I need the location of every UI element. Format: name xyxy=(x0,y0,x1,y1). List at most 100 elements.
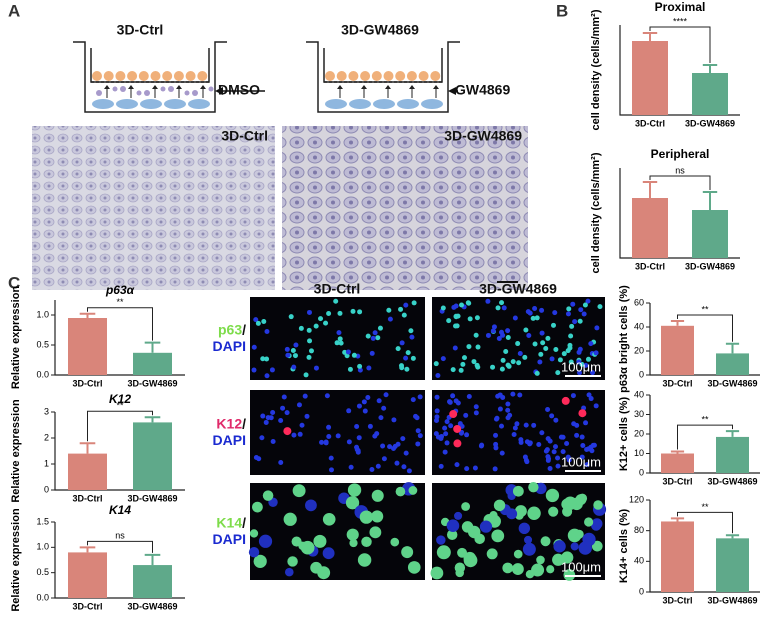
cell xyxy=(305,499,317,512)
x-tick-label: 3D-GW4869 xyxy=(685,118,735,128)
significance-bracket xyxy=(87,410,153,442)
separator: / xyxy=(242,415,246,431)
cell xyxy=(251,367,257,373)
significance-label: **** xyxy=(673,16,688,26)
cell xyxy=(585,298,591,304)
x-tick-label: 3D-Ctrl xyxy=(72,378,102,388)
cell xyxy=(347,366,353,372)
cell xyxy=(464,432,470,438)
y-tick-label: 20 xyxy=(634,428,644,438)
cell xyxy=(502,562,514,574)
y-tick-label: 120 xyxy=(629,494,644,504)
y-tick-label: 0.5 xyxy=(36,339,49,349)
y-tick-label: 0.5 xyxy=(36,567,49,577)
cell xyxy=(497,406,503,412)
cell xyxy=(555,455,561,461)
cell xyxy=(543,448,549,454)
cell xyxy=(262,490,274,501)
cell xyxy=(551,449,557,455)
cell xyxy=(399,340,405,346)
cell xyxy=(395,346,401,352)
y-tick-label: 0 xyxy=(639,467,644,477)
cell xyxy=(394,460,400,466)
cell xyxy=(323,439,329,445)
insert xyxy=(90,48,210,83)
cell xyxy=(322,512,336,526)
cell xyxy=(522,354,528,360)
cell xyxy=(565,311,571,317)
cell xyxy=(417,394,423,400)
y-tick-label: 1.0 xyxy=(36,309,49,319)
y-tick-label: 0 xyxy=(639,369,644,379)
cell xyxy=(326,424,332,430)
cell xyxy=(593,500,603,510)
cell xyxy=(369,350,375,356)
x-tick-label: 3D-Ctrl xyxy=(662,595,692,605)
panel-letter: B xyxy=(556,1,568,20)
cell xyxy=(447,399,453,405)
chart-title: K14 xyxy=(109,503,131,517)
cell xyxy=(401,312,407,318)
cell xyxy=(460,361,466,367)
cell xyxy=(263,419,269,425)
error-bar xyxy=(725,342,740,354)
cell xyxy=(290,347,296,353)
cell xyxy=(513,549,523,559)
cell xyxy=(531,563,545,577)
error-bar xyxy=(144,341,161,353)
cell xyxy=(518,522,531,535)
cell xyxy=(252,501,263,513)
cell xyxy=(325,71,335,81)
cell xyxy=(532,306,538,312)
cell xyxy=(512,315,518,321)
cell xyxy=(552,444,558,450)
y-axis-label: Relative expression xyxy=(10,399,22,503)
cell xyxy=(527,506,541,520)
cell xyxy=(434,417,440,423)
cell xyxy=(545,457,551,463)
cell xyxy=(467,316,473,322)
cell xyxy=(397,99,419,109)
cell xyxy=(366,365,372,371)
cell xyxy=(474,533,485,545)
cell xyxy=(524,439,530,445)
cell xyxy=(374,431,380,437)
cell xyxy=(591,540,603,552)
cell xyxy=(552,310,558,316)
cell xyxy=(391,417,397,423)
cell xyxy=(561,551,574,564)
cell xyxy=(473,404,479,410)
cell xyxy=(404,366,410,372)
cell xyxy=(576,349,582,355)
cell xyxy=(357,309,363,315)
cell xyxy=(303,372,309,378)
y-tick-label: 0.0 xyxy=(36,592,49,602)
cell xyxy=(421,99,443,109)
cell xyxy=(433,431,439,437)
cell xyxy=(322,547,335,560)
well xyxy=(73,41,227,113)
cell xyxy=(505,335,511,341)
y-tick-label: 20 xyxy=(634,345,644,355)
cell xyxy=(473,410,479,416)
bar xyxy=(716,538,749,592)
cell xyxy=(572,319,578,325)
cell xyxy=(443,431,449,437)
cell xyxy=(525,569,535,579)
cell xyxy=(530,315,536,321)
cell xyxy=(448,423,454,429)
cell xyxy=(553,417,559,423)
cell xyxy=(543,345,549,351)
cell xyxy=(349,99,371,109)
cell xyxy=(479,442,485,448)
cell xyxy=(510,391,516,397)
cell xyxy=(485,298,491,304)
cell xyxy=(323,320,329,326)
cell xyxy=(264,329,270,335)
cell xyxy=(597,304,603,310)
cell xyxy=(452,345,458,351)
cell xyxy=(371,71,382,81)
cell xyxy=(495,305,501,311)
cell xyxy=(362,408,368,414)
y-tick-label: 1.5 xyxy=(36,516,49,526)
